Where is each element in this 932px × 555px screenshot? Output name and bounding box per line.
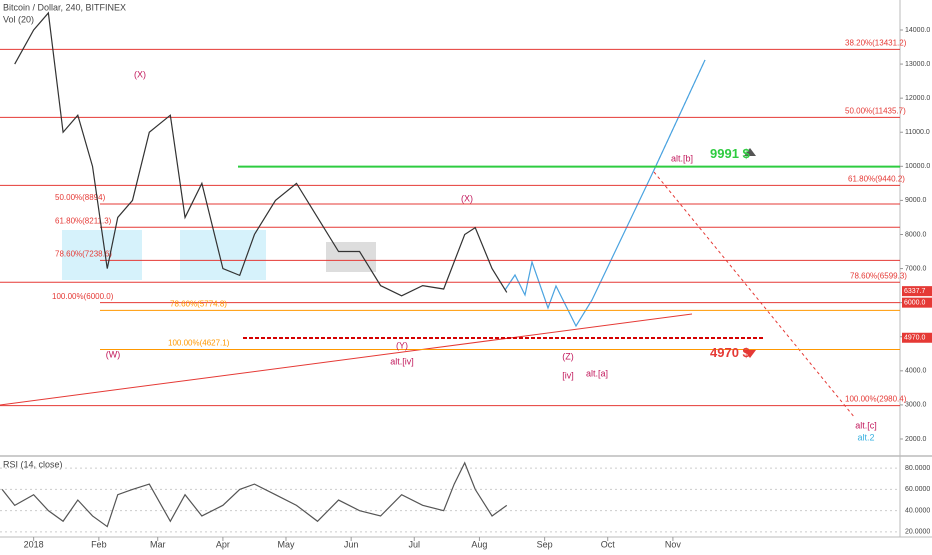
projection (504, 59, 706, 328)
x-tick-label: Nov (665, 539, 682, 549)
x-tick-label: Aug (471, 539, 487, 549)
fib-label: 61.80%(9440.2) (848, 175, 905, 184)
fib-label: 50.00%(11435.7) (845, 106, 906, 115)
price-tag (902, 332, 932, 343)
y-tick-label: 14000.0 (905, 27, 930, 34)
x-tick-label: Sep (537, 539, 553, 549)
fib-label: 50.00%(8894) (55, 193, 106, 202)
price-tag-label: 6000.0 (904, 299, 926, 306)
y-tick-label: 20.0000 (905, 529, 930, 536)
x-tick-label: May (277, 539, 295, 549)
y-tick-label: 8000.0 (905, 231, 927, 238)
price-tag-label: 4970.0 (904, 335, 926, 342)
zone (326, 242, 376, 272)
fib-label: 61.80%(8211.3) (55, 216, 112, 225)
x-tick-label: 2018 (24, 539, 44, 549)
wave-label: alt.[c] (855, 420, 877, 430)
y-tick-label: 7000.0 (905, 265, 927, 272)
wave-label: alt.[iv] (390, 356, 414, 366)
wave-label: (Y) (396, 340, 408, 350)
price-tag-label: 6337.7 (904, 288, 926, 295)
price-tag (902, 297, 932, 308)
x-tick-label: Jun (344, 539, 359, 549)
arrow-down (744, 350, 756, 358)
x-tick-label: Oct (601, 539, 616, 549)
y-tick-label: 11000.0 (905, 129, 930, 136)
wave-label: (X) (134, 69, 146, 79)
y-tick-label: 2000.0 (905, 436, 927, 443)
fib-label: 100.00%(2980.4) (845, 395, 907, 404)
wave-label: (X) (461, 193, 473, 203)
wave-label: (Z) (562, 351, 574, 361)
fib-label: 78.60%(7238.6) (55, 250, 112, 259)
price-line (14, 11, 508, 297)
y-tick-label: 80.0000 (905, 465, 930, 472)
wave-label: alt.[b] (671, 153, 693, 163)
y-tick-label: 4000.0 (905, 368, 927, 375)
trend-line (0, 313, 693, 406)
subtitle: Vol (20) (3, 14, 34, 24)
arrow-up (744, 148, 756, 156)
wave-label: (W) (106, 349, 121, 359)
wave-label: alt.2 (857, 432, 874, 442)
zone (180, 230, 266, 280)
fib-label: 100.00%(4627.1) (168, 339, 230, 348)
fib-label: 100.00%(6000.0) (52, 292, 114, 301)
x-tick-label: Jul (408, 539, 420, 549)
zone (62, 230, 142, 280)
price-tag (902, 286, 932, 297)
target-label: 4970 $ (710, 345, 751, 360)
y-tick-label: 10000.0 (905, 163, 930, 170)
y-tick-label: 12000.0 (905, 95, 930, 102)
projection-alt (653, 171, 856, 419)
target-label: 9991 $ (710, 146, 751, 161)
y-tick-label: 9000.0 (905, 197, 927, 204)
rsi-title: RSI (14, close) (3, 459, 63, 469)
x-tick-label: Feb (91, 539, 107, 549)
fib-label: 38.20%(13431.2) (845, 38, 907, 47)
x-tick-label: Mar (150, 539, 166, 549)
fib-label: 78.60%(5774.8) (170, 299, 227, 308)
y-tick-label: 40.0000 (905, 507, 930, 514)
y-tick-label: 60.0000 (905, 486, 930, 493)
y-tick-label: 3000.0 (905, 402, 927, 409)
chart-title: Bitcoin / Dollar, 240, BITFINEX (3, 2, 126, 12)
wave-label: alt.[a] (586, 368, 608, 378)
wave-label: [iv] (562, 370, 574, 380)
price-line (1, 461, 508, 528)
fib-label: 78.60%(6599.3) (850, 271, 907, 280)
projection-alt (653, 59, 706, 171)
x-tick-label: Apr (216, 539, 230, 549)
y-tick-label: 13000.0 (905, 61, 930, 68)
